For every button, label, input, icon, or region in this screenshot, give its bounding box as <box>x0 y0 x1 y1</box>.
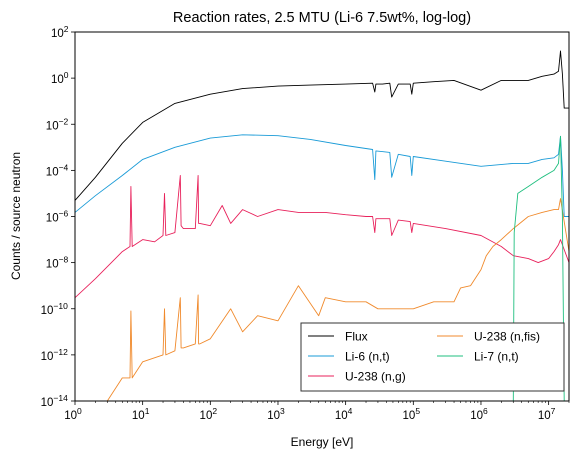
y-tick-label: 10 <box>51 28 64 40</box>
y-tick-label: 10 <box>41 397 54 409</box>
legend-label-flux: Flux <box>345 330 368 344</box>
x-tick-label: 101 <box>132 406 150 422</box>
y-tick-exponent: −14 <box>53 393 68 403</box>
y-tick-exponent: 2 <box>64 24 69 34</box>
series-layer <box>75 50 569 401</box>
y-tick-exponent: −2 <box>59 116 69 126</box>
legend-label-li-6-n-t: Li-6 (n,t) <box>345 350 390 364</box>
y-tick-label: 10 <box>51 74 64 86</box>
legend-label-u-238-n-fis: U-238 (n,fis) <box>474 330 540 344</box>
x-tick-label: 103 <box>267 406 285 422</box>
y-tick-exponent: −6 <box>59 209 69 219</box>
axis-layer: 100 101 102 103 104 105 106 1071010101010101010… <box>41 24 570 422</box>
x-tick-label: 107 <box>538 406 556 422</box>
x-axis-label: Energy [eV] <box>291 435 354 449</box>
x-tick-label: 104 <box>335 406 353 422</box>
series-line-li-7-n-t <box>512 135 565 401</box>
y-tick-exponent: −10 <box>53 301 68 311</box>
x-tick-label: 100 <box>64 406 82 422</box>
y-tick-label: 10 <box>41 351 54 363</box>
y-tick-exponent: −8 <box>59 255 69 265</box>
x-tick-label: 102 <box>200 406 218 422</box>
y-tick-label: 10 <box>46 259 59 271</box>
legend-label-li-7-n-t: Li-7 (n,t) <box>474 350 519 364</box>
series-line-u-238-n-g <box>75 175 569 299</box>
legend: Flux Li-6 (n,t) U-238 (n,g) U-238 (n,fis) Li… <box>300 322 565 392</box>
series-line-u-238-n-fis <box>106 198 569 401</box>
x-tick-label: 106 <box>470 406 488 422</box>
y-tick-label: 10 <box>46 120 59 132</box>
y-tick-exponent: −12 <box>53 347 68 357</box>
series-line-flux <box>75 50 569 201</box>
y-tick-label: 10 <box>46 166 59 178</box>
series-line-li-6-n-t <box>75 134 569 217</box>
legend-box <box>300 322 565 392</box>
y-tick-exponent: 0 <box>64 70 69 80</box>
y-tick-label: 10 <box>41 305 54 317</box>
y-tick-label: 10 <box>46 213 59 225</box>
x-tick-label: 105 <box>403 406 421 422</box>
y-tick-exponent: −4 <box>59 162 69 172</box>
chart-title: Reaction rates, 2.5 MTU (Li-6 7.5wt%, lo… <box>173 10 471 26</box>
legend-label-u-238-n-g: U-238 (n,g) <box>345 370 406 384</box>
y-axis-label: Counts / source neutron <box>9 152 23 280</box>
